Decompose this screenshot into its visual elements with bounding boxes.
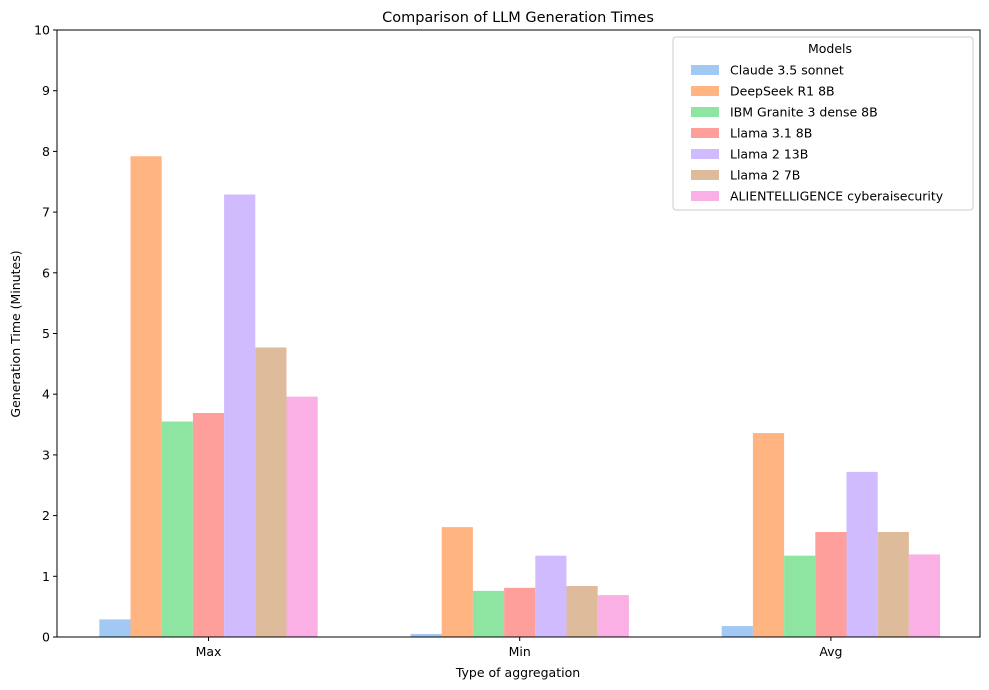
bar-min-0 (410, 633, 442, 637)
bar-min-4 (535, 555, 567, 637)
y-axis-label: Generation Time (Minutes) (8, 250, 23, 417)
bar-avg-5 (877, 531, 909, 637)
bar-max-2 (161, 421, 193, 637)
legend-entry: Llama 2 7B (730, 168, 800, 183)
y-tick-label: 3 (42, 447, 50, 462)
x-axis-ticks: Max Min Avg (196, 637, 842, 659)
legend-swatch (691, 128, 719, 138)
chart-title: Comparison of LLM Generation Times (382, 10, 654, 26)
y-axis-ticks: 0 1 2 3 4 5 6 7 8 9 10 (34, 23, 57, 645)
bar-min-5 (566, 586, 598, 637)
bar-avg-2 (784, 555, 816, 637)
bar-min-6 (597, 595, 629, 637)
legend: Models Claude 3.5 sonnet DeepSeek R1 8B IBM… (672, 36, 974, 211)
x-tick-label: Avg (819, 644, 842, 659)
bar-max-3 (192, 413, 225, 637)
legend-entry: Llama 3.1 8B (730, 126, 812, 141)
legend-swatch (691, 65, 719, 75)
legend-entry: Claude 3.5 sonnet (730, 63, 844, 78)
y-tick-label: 7 (42, 205, 50, 220)
bar-max-4 (224, 194, 256, 637)
legend-entry: DeepSeek R1 8B (730, 84, 835, 99)
legend-swatch (691, 107, 719, 117)
legend-swatch (691, 191, 719, 201)
bar-min-3 (504, 587, 536, 637)
x-axis-label: Type of aggregation (455, 665, 580, 680)
y-tick-label: 1 (42, 569, 50, 584)
bar-max-6 (286, 396, 318, 637)
bar-max-1 (130, 156, 162, 638)
legend-title: Models (808, 41, 852, 56)
bar-max-5 (255, 347, 287, 637)
legend-entry: Llama 2 13B (730, 147, 808, 162)
x-tick-label: Max (196, 644, 222, 659)
y-tick-label: 4 (42, 387, 50, 402)
legend-swatch (691, 170, 719, 180)
legend-swatch (691, 86, 719, 96)
plot-frame (56, 29, 981, 638)
y-tick-label: 0 (42, 630, 50, 645)
bar-avg-1 (752, 433, 785, 637)
bar-avg-6 (908, 554, 941, 637)
y-tick-label: 8 (42, 144, 50, 159)
legend-swatch (691, 149, 719, 159)
bar-max-0 (99, 619, 131, 637)
y-tick-label: 6 (42, 265, 50, 280)
y-tick-label: 5 (42, 326, 50, 341)
y-tick-label: 9 (42, 83, 50, 98)
bar-min-2 (472, 590, 505, 637)
bar-avg-4 (846, 471, 878, 637)
legend-entry: ALIENTELLIGENCE cyberaisecurity (730, 189, 944, 204)
y-tick-label: 2 (42, 508, 50, 523)
legend-box (672, 36, 974, 211)
legend-entry: IBM Granite 3 dense 8B (730, 105, 878, 120)
bar-avg-0 (721, 626, 753, 637)
x-tick-label: Min (509, 644, 531, 659)
bar-avg-3 (815, 531, 847, 637)
y-tick-label: 10 (34, 23, 50, 38)
bars-group (99, 156, 941, 638)
bar-min-1 (441, 527, 473, 637)
